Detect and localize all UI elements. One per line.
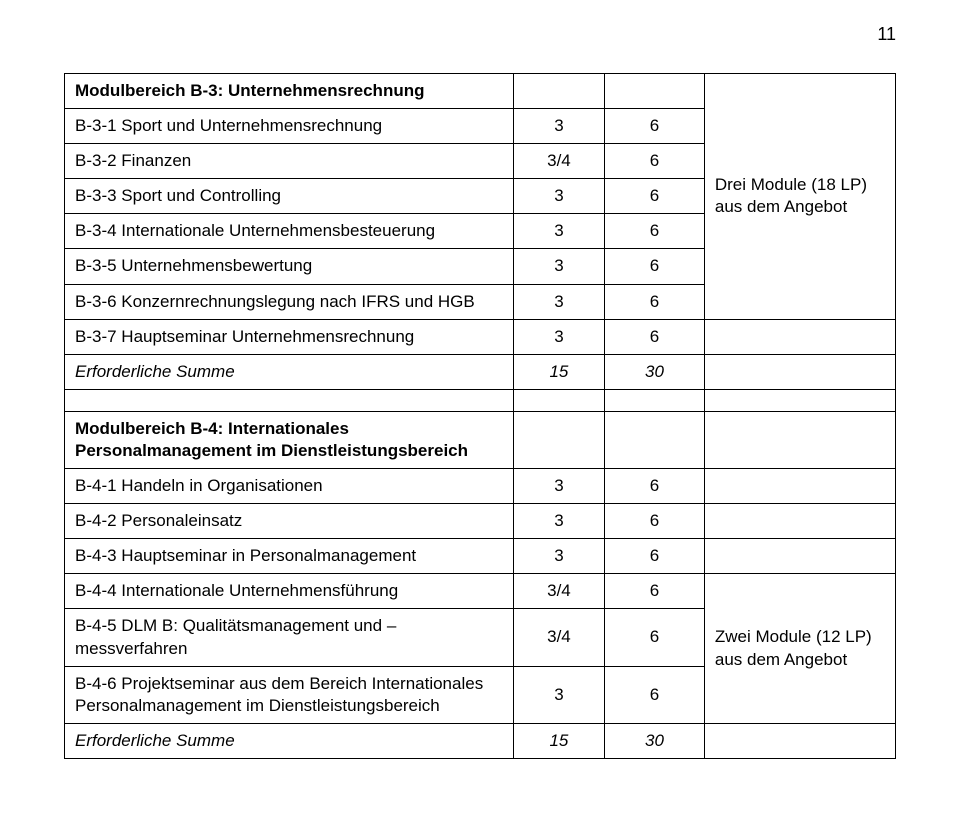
row-label: B-3-2 Finanzen [65,144,514,179]
row-label: B-4-6 Projektseminar aus dem Bereich Int… [65,666,514,723]
row-value: 3 [513,469,604,504]
row-value: 6 [605,249,705,284]
empty-cell [704,469,895,504]
row-value: 6 [605,214,705,249]
row-label: B-3-6 Konzernrechnungslegung nach IFRS u… [65,284,514,319]
module-table-b3: Modulbereich B-3: Unternehmensrechnung D… [64,73,896,759]
row-label: B-4-1 Handeln in Organisationen [65,469,514,504]
sum-row: Erforderliche Summe 15 30 [65,354,896,389]
row-value: 6 [605,109,705,144]
row-label: B-4-3 Hauptseminar in Personalmanagement [65,539,514,574]
empty-cell [513,74,604,109]
row-label: B-3-5 Unternehmensbewertung [65,249,514,284]
row-value: 3 [513,284,604,319]
row-label: B-3-1 Sport und Unternehmensrechnung [65,109,514,144]
row-value: 3 [513,249,604,284]
table-row: B-4-1 Handeln in Organisationen 3 6 [65,469,896,504]
empty-cell [605,411,705,468]
empty-cell [605,74,705,109]
section-header: Modulbereich B-3: Unternehmensrechnung [65,74,514,109]
empty-cell [704,723,895,758]
row-value: 3 [513,109,604,144]
row-label: B-3-7 Hauptseminar Unternehmensrechnung [65,319,514,354]
empty-cell [513,411,604,468]
sum-label: Erforderliche Summe [65,723,514,758]
row-value: 3 [513,539,604,574]
row-value: 6 [605,574,705,609]
row-value: 3 [513,666,604,723]
row-value: 3/4 [513,144,604,179]
table-row: B-4-4 Internationale Unternehmensführung… [65,574,896,609]
row-value: 3/4 [513,574,604,609]
row-value: 6 [605,469,705,504]
table-row: B-4-2 Personaleinsatz 3 6 [65,504,896,539]
row-label: B-4-4 Internationale Unternehmensführung [65,574,514,609]
section-header: Modulbereich B-4: Internationales Person… [65,411,514,468]
sum-value: 15 [513,723,604,758]
row-label: B-3-3 Sport und Controlling [65,179,514,214]
row-value: 3/4 [513,609,604,666]
table-row: B-3-7 Hauptseminar Unternehmensrechnung … [65,319,896,354]
sum-value: 30 [605,354,705,389]
row-value: 3 [513,504,604,539]
row-value: 3 [513,214,604,249]
row-value: 6 [605,609,705,666]
row-value: 6 [605,666,705,723]
row-value: 6 [605,284,705,319]
sum-row: Erforderliche Summe 15 30 [65,723,896,758]
empty-cell [704,319,895,354]
section-note: Zwei Module (12 LP) aus dem Angebot [704,574,895,723]
section-note: Drei Module (18 LP) aus dem Angebot [704,74,895,320]
row-label: B-4-5 DLM B: Qualitätsmanagement und –me… [65,609,514,666]
empty-cell [704,504,895,539]
row-label: B-3-4 Internationale Unternehmensbesteue… [65,214,514,249]
sum-value: 15 [513,354,604,389]
row-value: 6 [605,179,705,214]
row-value: 6 [605,539,705,574]
empty-cell [704,539,895,574]
row-value: 6 [605,504,705,539]
page-number: 11 [64,24,896,45]
sum-label: Erforderliche Summe [65,354,514,389]
row-value: 6 [605,144,705,179]
row-value: 6 [605,319,705,354]
row-label: B-4-2 Personaleinsatz [65,504,514,539]
row-value: 3 [513,179,604,214]
empty-cell [704,354,895,389]
spacer-row [65,389,896,411]
empty-cell [704,411,895,468]
table-row: B-4-3 Hauptseminar in Personalmanagement… [65,539,896,574]
sum-value: 30 [605,723,705,758]
row-value: 3 [513,319,604,354]
